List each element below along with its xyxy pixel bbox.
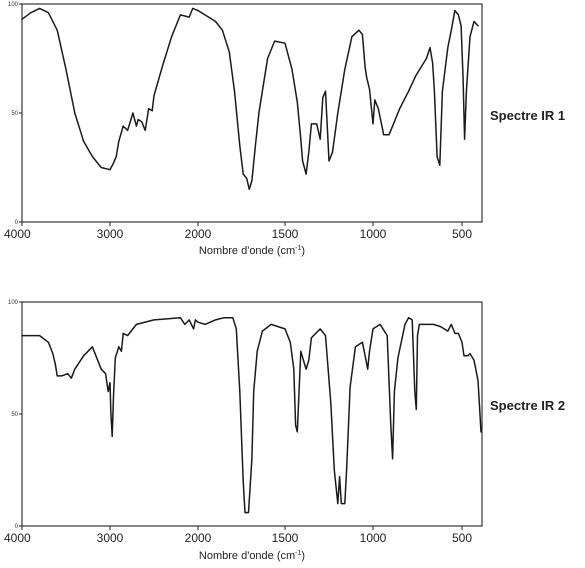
plot-frame <box>21 3 483 223</box>
spectrum-trace <box>21 316 482 514</box>
y-tick-label: 100 <box>8 2 19 8</box>
y-tick-label: 0 <box>15 220 19 226</box>
x-tick-label: 1000 <box>360 227 387 241</box>
x-axis-ticks: 4000 3000 2000 1500 1000 500 <box>4 222 472 241</box>
x-tick-label: 2000 <box>185 531 212 545</box>
x-tick-label: 1500 <box>272 531 299 545</box>
spectrum-trace <box>21 7 479 191</box>
x-tick-label: 1500 <box>272 227 299 241</box>
y-tick-label: 0 <box>15 524 19 530</box>
x-axis-label: Nombre d'onde (cm-1) <box>199 245 305 257</box>
chart-spectre-ir-2: 0 50 100 4000 3000 2000 1500 1000 500 Nombre d'… <box>4 300 565 562</box>
x-tick-label: 1000 <box>360 531 387 545</box>
x-axis-ticks: 4000 3000 2000 1500 1000 500 <box>4 526 472 545</box>
x-axis-label: Nombre d'onde (cm-1) <box>199 550 305 562</box>
y-tick-label: 50 <box>11 412 18 418</box>
chart-spectre-ir-1: 0 50 100 4000 3000 2000 1500 1000 500 Nombre d'… <box>4 2 565 257</box>
x-tick-label: 500 <box>452 531 472 545</box>
x-tick-label: 3000 <box>97 531 124 545</box>
x-tick-label: 4000 <box>4 227 31 241</box>
x-tick-label: 2000 <box>185 227 212 241</box>
y-tick-label: 50 <box>11 111 18 117</box>
y-axis-ticks: 0 50 100 <box>8 2 22 226</box>
y-axis-ticks: 0 50 100 <box>8 300 22 530</box>
x-tick-label: 500 <box>452 227 472 241</box>
spectrum-title: Spectre IR 1 <box>490 108 565 123</box>
x-tick-label: 3000 <box>97 227 124 241</box>
x-tick-label: 4000 <box>4 531 31 545</box>
spectrum-title: Spectre IR 2 <box>490 398 565 413</box>
y-tick-label: 100 <box>8 300 19 306</box>
